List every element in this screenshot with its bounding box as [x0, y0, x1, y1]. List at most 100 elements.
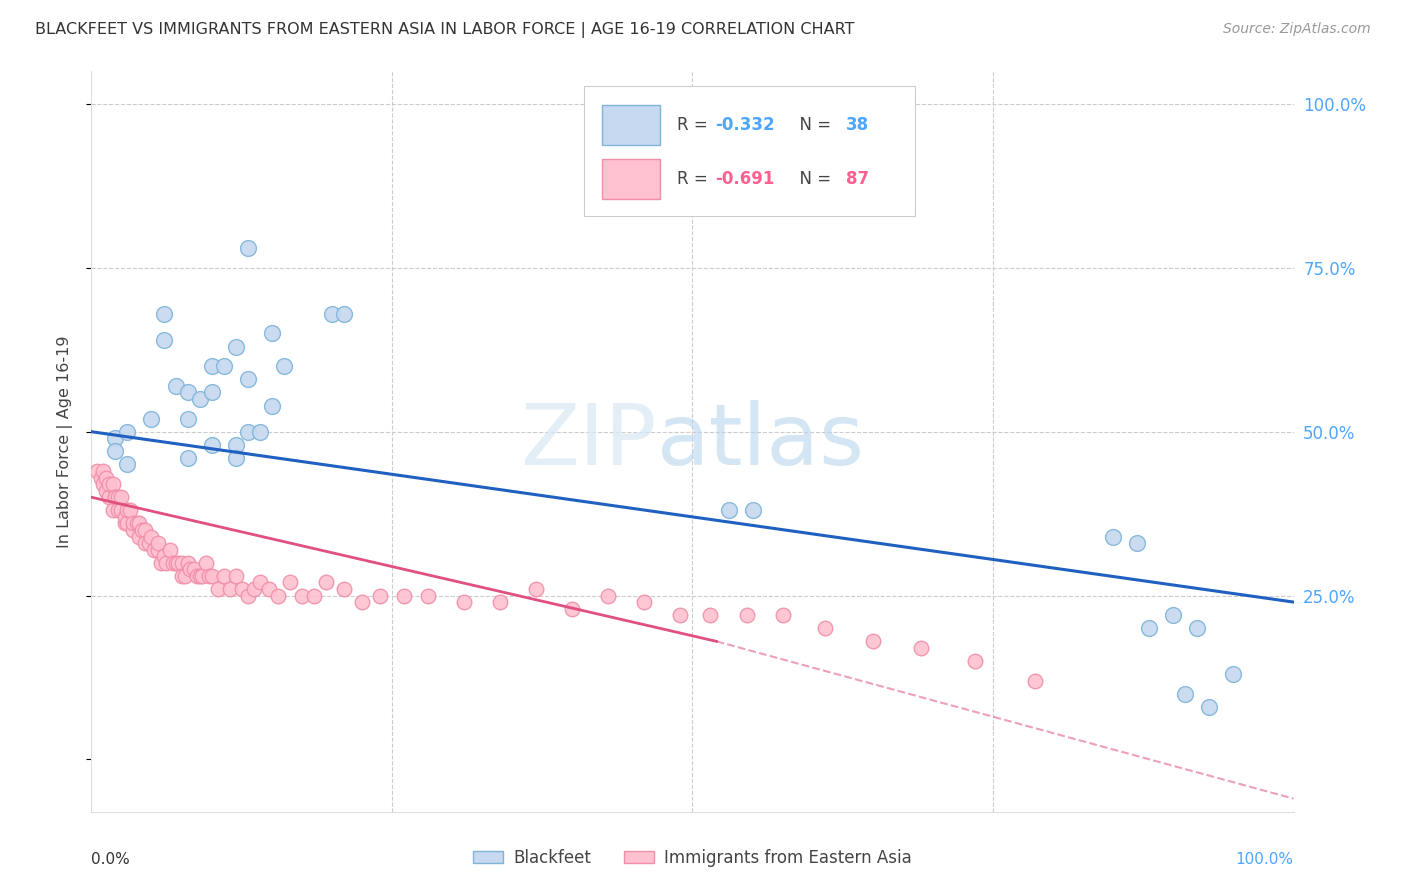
Point	[259, 582, 281, 596]
Point	[273, 359, 295, 374]
Point	[333, 307, 356, 321]
Point	[101, 503, 124, 517]
Text: R =: R =	[676, 169, 713, 187]
Text: 38: 38	[846, 116, 869, 134]
Point	[152, 549, 174, 564]
Point	[188, 392, 211, 406]
Point	[1198, 699, 1220, 714]
Point	[321, 307, 343, 321]
FancyBboxPatch shape	[602, 159, 659, 200]
Point	[107, 490, 129, 504]
Point	[207, 582, 229, 596]
Point	[183, 562, 205, 576]
Point	[218, 582, 240, 596]
Point	[1024, 673, 1046, 688]
Point	[201, 385, 224, 400]
Point	[236, 589, 259, 603]
Text: N =: N =	[789, 169, 837, 187]
Point	[176, 411, 198, 425]
Point	[128, 530, 150, 544]
Point	[159, 542, 181, 557]
Point	[128, 516, 150, 531]
Point	[188, 569, 211, 583]
Point	[699, 608, 721, 623]
Point	[598, 589, 620, 603]
Point	[117, 458, 139, 472]
Text: -0.691: -0.691	[716, 169, 775, 187]
Point	[735, 608, 758, 623]
Point	[174, 569, 197, 583]
Point	[150, 556, 173, 570]
Text: 87: 87	[846, 169, 869, 187]
Point	[134, 523, 156, 537]
Point	[368, 589, 391, 603]
Text: -0.332: -0.332	[716, 116, 775, 134]
Text: 0.0%: 0.0%	[91, 853, 131, 867]
Point	[176, 556, 198, 570]
Point	[117, 425, 139, 439]
Point	[152, 333, 174, 347]
Point	[176, 450, 198, 465]
Point	[201, 359, 224, 374]
Point	[107, 503, 129, 517]
Point	[524, 582, 547, 596]
Point	[142, 542, 165, 557]
Point	[212, 569, 235, 583]
Point	[167, 556, 190, 570]
Point	[212, 359, 235, 374]
Point	[110, 503, 132, 517]
Point	[333, 582, 356, 596]
Point	[165, 379, 187, 393]
Point	[741, 503, 763, 517]
Point	[101, 477, 124, 491]
Point	[260, 399, 283, 413]
Point	[225, 438, 247, 452]
Point	[90, 470, 112, 484]
Point	[225, 569, 247, 583]
Point	[104, 490, 127, 504]
Point	[125, 516, 148, 531]
Point	[561, 601, 583, 615]
Point	[1137, 621, 1160, 635]
Text: 100.0%: 100.0%	[1236, 853, 1294, 867]
Point	[267, 589, 290, 603]
Text: Source: ZipAtlas.com: Source: ZipAtlas.com	[1223, 22, 1371, 37]
Point	[104, 490, 127, 504]
Point	[416, 589, 439, 603]
Point	[236, 241, 259, 255]
Point	[170, 556, 193, 570]
Point	[249, 425, 271, 439]
Point	[198, 569, 221, 583]
Point	[201, 438, 224, 452]
Point	[122, 516, 145, 531]
Point	[669, 608, 692, 623]
FancyBboxPatch shape	[585, 87, 915, 216]
Point	[94, 470, 117, 484]
FancyBboxPatch shape	[602, 104, 659, 145]
Point	[236, 425, 259, 439]
Point	[1161, 608, 1184, 623]
Point	[1102, 530, 1125, 544]
Point	[141, 411, 163, 425]
Point	[117, 516, 139, 531]
Point	[141, 530, 163, 544]
Point	[155, 556, 177, 570]
Point	[162, 556, 184, 570]
Point	[231, 582, 253, 596]
Point	[242, 582, 264, 596]
Point	[94, 483, 117, 498]
Text: R =: R =	[676, 116, 713, 134]
Point	[186, 569, 208, 583]
Point	[152, 307, 174, 321]
Point	[86, 464, 108, 478]
Point	[225, 339, 247, 353]
Point	[104, 431, 127, 445]
Point	[814, 621, 837, 635]
Point	[176, 385, 198, 400]
Point	[93, 464, 115, 478]
Point	[249, 575, 271, 590]
Point	[146, 536, 169, 550]
Point	[114, 509, 136, 524]
Point	[201, 569, 224, 583]
Point	[131, 523, 153, 537]
